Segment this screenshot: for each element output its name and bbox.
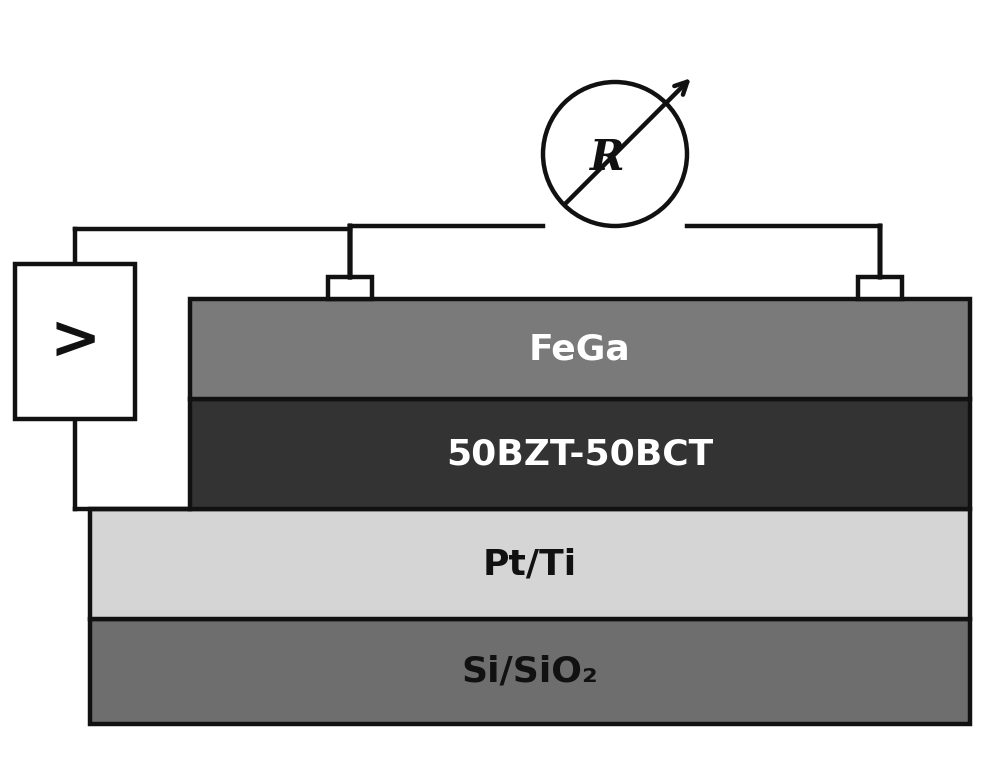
Text: Si/SiO₂: Si/SiO₂	[462, 655, 598, 688]
Bar	[190, 299, 970, 399]
Text: >: >	[49, 312, 101, 371]
Bar	[15, 264, 135, 419]
Bar	[90, 619, 970, 724]
Text: Pt/Ti: Pt/Ti	[483, 547, 577, 581]
Bar	[858, 277, 902, 299]
Bar	[90, 509, 970, 619]
Bar	[328, 277, 372, 299]
Bar	[190, 399, 970, 509]
Text: R: R	[590, 137, 624, 179]
Text: FeGa: FeGa	[529, 332, 631, 366]
Text: 50BZT-50BCT: 50BZT-50BCT	[446, 437, 714, 471]
